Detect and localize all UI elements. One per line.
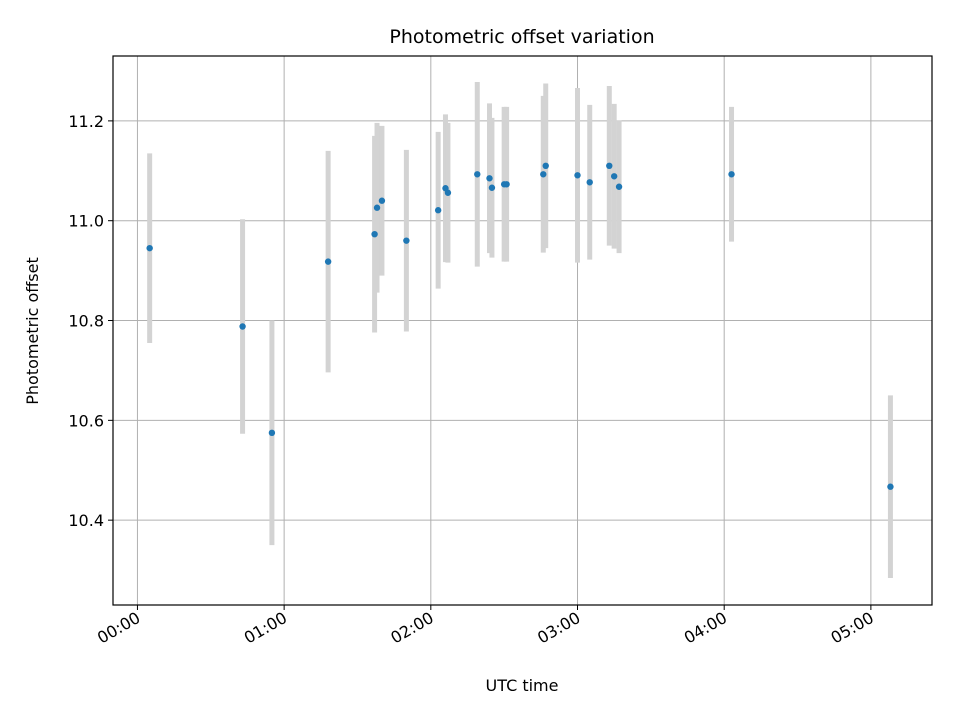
y-tick-label: 11.0 [68, 212, 104, 231]
data-points [146, 162, 894, 490]
y-axis-ticks: 10.4 10.6 10.8 11.0 11.2 [68, 112, 113, 530]
data-point [434, 207, 442, 214]
y-tick-label: 10.4 [68, 511, 104, 530]
data-point [540, 171, 547, 178]
data-point [268, 429, 276, 437]
y-tick-label: 10.8 [68, 312, 104, 331]
data-point [371, 230, 378, 238]
data-point [615, 183, 623, 190]
data-point [146, 244, 153, 252]
data-point [403, 237, 410, 244]
data-point [503, 181, 510, 188]
data-point [488, 184, 496, 191]
y-tick-label: 10.6 [68, 411, 104, 430]
data-point [728, 171, 735, 178]
data-point [474, 171, 481, 178]
x-axis-label: UTC time [486, 676, 559, 695]
data-point [373, 204, 381, 211]
y-axis-label: Photometric offset [23, 257, 42, 405]
data-point [486, 175, 493, 182]
plot-area-frame [112, 55, 933, 606]
data-point [586, 179, 593, 186]
data-point [378, 197, 386, 204]
data-point [887, 483, 894, 490]
data-point [574, 172, 581, 179]
data-point [324, 258, 332, 265]
data-point [610, 173, 618, 180]
grid [113, 56, 932, 605]
y-tick-label: 11.2 [68, 112, 104, 131]
data-point [542, 162, 549, 169]
data-point [239, 323, 246, 330]
data-point [606, 162, 613, 169]
data-point [444, 189, 452, 196]
chart-title: Photometric offset variation [389, 26, 654, 48]
